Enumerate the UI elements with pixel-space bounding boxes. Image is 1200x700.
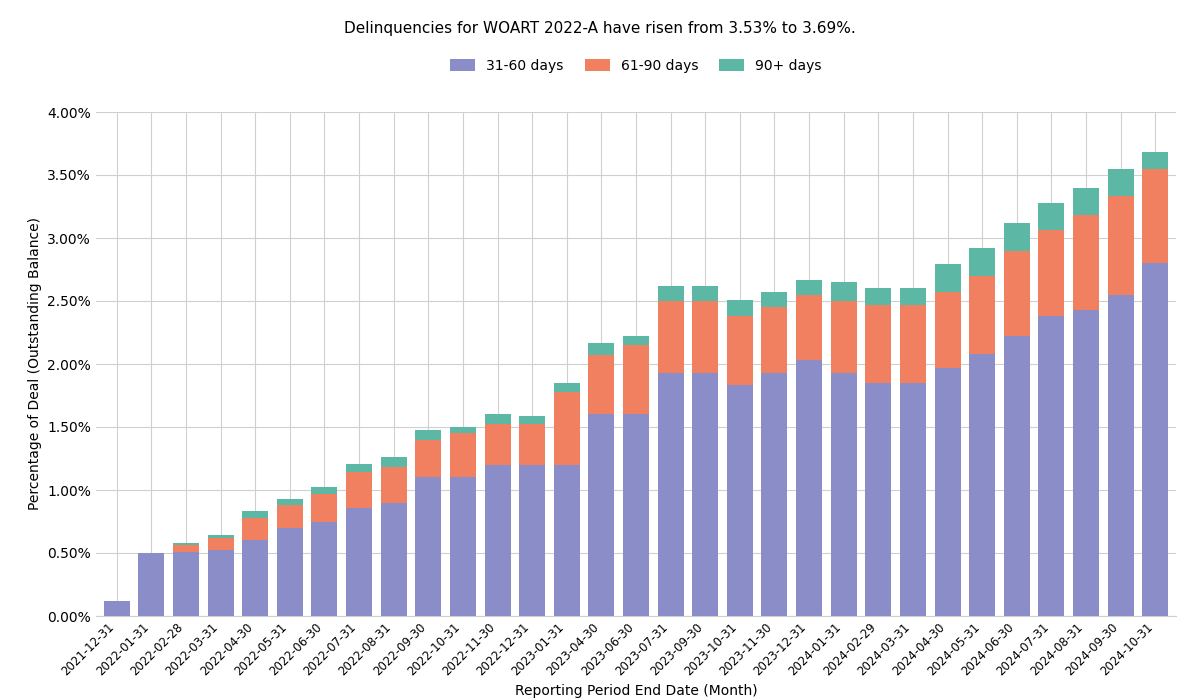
Bar: [830, 301, 857, 373]
Bar: [450, 477, 476, 616]
Bar: [1073, 216, 1099, 310]
Bar: [935, 368, 960, 616]
Bar: [1003, 251, 1030, 336]
Bar: [588, 355, 614, 414]
Bar: [485, 465, 510, 616]
Bar: [277, 528, 302, 616]
Bar: [1108, 295, 1134, 616]
Bar: [727, 300, 752, 316]
Bar: [865, 304, 892, 383]
Bar: [450, 427, 476, 433]
Bar: [658, 286, 684, 301]
Bar: [970, 248, 995, 276]
Bar: [520, 424, 545, 465]
Bar: [553, 392, 580, 465]
Bar: [1038, 230, 1064, 316]
Bar: [312, 494, 337, 522]
X-axis label: Reporting Period End Date (Month): Reporting Period End Date (Month): [515, 684, 757, 698]
Bar: [762, 307, 787, 373]
Bar: [242, 540, 269, 616]
Bar: [380, 457, 407, 468]
Bar: [1038, 203, 1064, 230]
Bar: [1142, 153, 1169, 169]
Bar: [346, 463, 372, 473]
Bar: [138, 553, 164, 616]
Y-axis label: Percentage of Deal (Outstanding Balance): Percentage of Deal (Outstanding Balance): [28, 218, 42, 510]
Bar: [692, 373, 719, 616]
Bar: [900, 304, 926, 383]
Bar: [208, 536, 234, 538]
Bar: [242, 518, 269, 540]
Bar: [242, 512, 269, 518]
Bar: [727, 316, 752, 386]
Bar: [623, 345, 649, 414]
Bar: [900, 383, 926, 616]
Bar: [796, 360, 822, 616]
Bar: [865, 383, 892, 616]
Bar: [900, 288, 926, 304]
Bar: [1003, 336, 1030, 616]
Bar: [208, 550, 234, 616]
Bar: [173, 545, 199, 552]
Bar: [796, 295, 822, 360]
Bar: [553, 465, 580, 616]
Bar: [970, 354, 995, 616]
Bar: [208, 538, 234, 550]
Bar: [623, 336, 649, 345]
Bar: [173, 543, 199, 545]
Bar: [277, 499, 302, 505]
Bar: [692, 286, 719, 301]
Bar: [520, 416, 545, 424]
Bar: [415, 477, 442, 616]
Bar: [1142, 263, 1169, 616]
Bar: [1108, 169, 1134, 197]
Bar: [1073, 310, 1099, 616]
Bar: [346, 473, 372, 508]
Bar: [415, 440, 442, 477]
Bar: [1038, 316, 1064, 616]
Bar: [173, 552, 199, 616]
Bar: [1003, 223, 1030, 251]
Bar: [415, 430, 442, 440]
Bar: [796, 279, 822, 295]
Bar: [623, 414, 649, 616]
Bar: [520, 465, 545, 616]
Bar: [935, 292, 960, 368]
Bar: [277, 505, 302, 528]
Bar: [762, 292, 787, 307]
Bar: [380, 503, 407, 616]
Bar: [312, 522, 337, 616]
Bar: [970, 276, 995, 354]
Bar: [935, 265, 960, 292]
Bar: [658, 373, 684, 616]
Bar: [103, 601, 130, 616]
Bar: [312, 487, 337, 494]
Bar: [1073, 188, 1099, 216]
Bar: [485, 414, 510, 424]
Bar: [658, 301, 684, 373]
Text: Delinquencies for WOART 2022-A have risen from 3.53% to 3.69%.: Delinquencies for WOART 2022-A have rise…: [344, 21, 856, 36]
Bar: [830, 373, 857, 616]
Bar: [553, 383, 580, 392]
Bar: [380, 468, 407, 503]
Bar: [727, 386, 752, 616]
Bar: [485, 424, 510, 465]
Bar: [1108, 197, 1134, 295]
Bar: [1142, 169, 1169, 263]
Bar: [762, 373, 787, 616]
Bar: [692, 301, 719, 373]
Bar: [588, 414, 614, 616]
Legend: 31-60 days, 61-90 days, 90+ days: 31-60 days, 61-90 days, 90+ days: [445, 53, 827, 78]
Bar: [450, 433, 476, 477]
Bar: [588, 342, 614, 355]
Bar: [830, 282, 857, 301]
Bar: [865, 288, 892, 304]
Bar: [346, 508, 372, 616]
